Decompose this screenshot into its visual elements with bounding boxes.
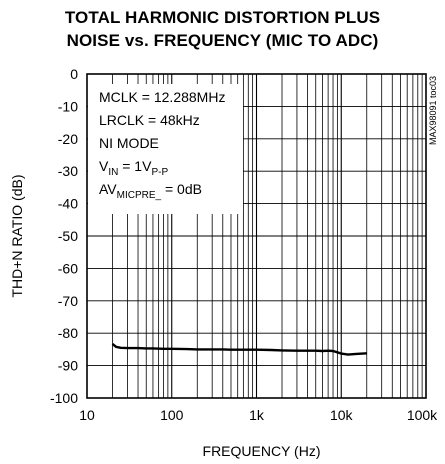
av-main: AV xyxy=(99,181,117,197)
vin-value: = 1V xyxy=(118,158,152,174)
annotation-vin: VIN = 1VP-P xyxy=(99,158,168,178)
series-thd-n-line xyxy=(111,342,367,356)
y-tick-label: -100 xyxy=(50,390,78,406)
annotation-mclk: MCLK = 12.288MHz xyxy=(99,89,225,105)
x-tick-label: 100 xyxy=(160,407,184,423)
av-value: = 0dB xyxy=(161,181,202,197)
annotation-lrclk: LRCLK = 48kHz xyxy=(99,112,200,128)
annotation-box: MCLK = 12.288MHz LRCLK = 48kHz NI MODE V… xyxy=(88,84,243,214)
y-tick-label: -10 xyxy=(58,98,78,114)
annotation-av: AVMICPRE_ = 0dB xyxy=(99,181,202,201)
chart-title-line1: TOTAL HARMONIC DISTORTION PLUS xyxy=(64,8,381,27)
y-tick-label: -50 xyxy=(58,228,78,244)
x-tick-labels: 10 100 1k 10k 100k xyxy=(79,407,438,423)
y-tick-label: -20 xyxy=(58,131,78,147)
y-tick-label: -40 xyxy=(58,196,78,212)
y-tick-label: -60 xyxy=(58,260,78,276)
x-tick-label: 100k xyxy=(407,407,438,423)
y-tick-label: -30 xyxy=(58,163,78,179)
figure-code: MAX98091 toc03 xyxy=(428,76,438,145)
plot-frame xyxy=(86,73,427,399)
chart-title-line2: NOISE vs. FREQUENCY (MIC TO ADC) xyxy=(66,31,379,50)
y-tick-label: 0 xyxy=(70,66,78,82)
chart-title: TOTAL HARMONIC DISTORTION PLUS NOISE vs.… xyxy=(0,6,445,52)
x-tick-label: 10k xyxy=(330,407,354,423)
vin-subscript: IN xyxy=(108,167,118,178)
x-tick-label: 10 xyxy=(79,407,95,423)
av-subscript: MICPRE_ xyxy=(117,190,162,201)
x-axis-label: FREQUENCY (Hz) xyxy=(203,443,321,459)
annotation-background xyxy=(88,84,243,214)
y-tick-labels: 0 -10 -20 -30 -40 -50 -60 -70 -80 -90 -100 xyxy=(50,66,78,406)
vin-unit: P-P xyxy=(151,167,168,178)
y-tick-label: -70 xyxy=(58,293,78,309)
x-tick-label: 1k xyxy=(249,407,265,423)
y-tick-label: -80 xyxy=(58,325,78,341)
y-axis-label: THD+N RATIO (dB) xyxy=(9,174,25,297)
annotation-mode: NI MODE xyxy=(99,135,159,151)
y-tick-label: -90 xyxy=(58,358,78,374)
vin-main: V xyxy=(99,158,109,174)
